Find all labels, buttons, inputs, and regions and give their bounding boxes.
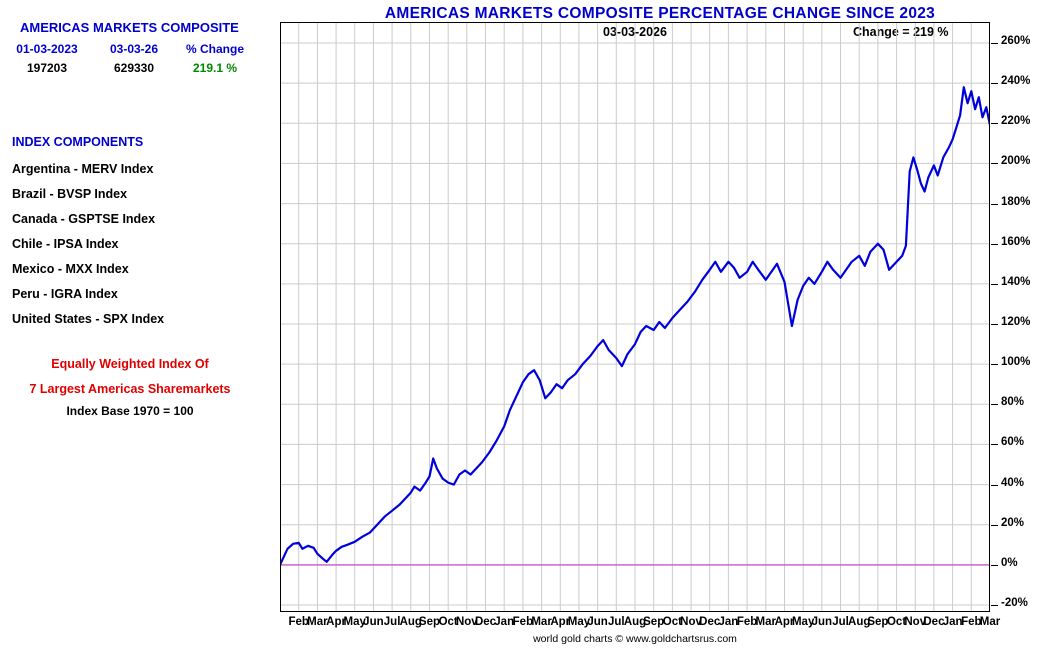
x-tick-label: Aug bbox=[399, 616, 422, 628]
summary-start-value: 197203 bbox=[26, 61, 68, 75]
x-tick-label: Jan bbox=[942, 616, 963, 628]
component-item: Chile - IPSA Index bbox=[12, 237, 119, 251]
y-tick-label: 220% bbox=[1001, 115, 1031, 128]
summary-values-row: 197203 629330 219.1 % bbox=[2, 59, 254, 78]
component-item: Brazil - BVSP Index bbox=[12, 187, 128, 201]
summary-end-date: 03-03-26 bbox=[109, 42, 159, 56]
x-tick-label: Nov bbox=[455, 616, 478, 628]
x-tick-label: Jun bbox=[811, 616, 833, 628]
y-tick-label: 40% bbox=[1001, 476, 1025, 489]
x-tick-label: Oct bbox=[662, 616, 682, 628]
weighting-note-line1: Equally Weighted Index Of bbox=[51, 357, 209, 371]
x-tick-label: Sep bbox=[418, 616, 441, 628]
plot-header-change: Change = 219 % bbox=[853, 25, 949, 39]
x-tick-label: Feb bbox=[736, 616, 758, 628]
x-tick-label: Jan bbox=[718, 616, 739, 628]
y-tick-label: 180% bbox=[1001, 195, 1031, 208]
y-tick-label: 60% bbox=[1001, 436, 1025, 449]
summary-change-label: % Change bbox=[185, 42, 244, 56]
component-item: Mexico - MXX Index bbox=[12, 262, 129, 276]
x-tick-label: Mar bbox=[755, 616, 776, 628]
x-tick-label: Oct bbox=[886, 616, 907, 628]
x-tick-label: Nov bbox=[904, 616, 927, 628]
x-tick-label: Sep bbox=[643, 616, 665, 628]
y-tick-label: 20% bbox=[1001, 516, 1025, 529]
component-item: United States - SPX Index bbox=[12, 312, 165, 326]
x-tick-label: Feb bbox=[512, 616, 534, 628]
y-tick-mark bbox=[991, 163, 998, 165]
x-tick-label: Jul bbox=[383, 616, 401, 628]
y-tick-mark bbox=[991, 444, 998, 446]
y-tick-mark bbox=[991, 564, 998, 566]
summary-header-row: 01-03-2023 03-03-26 % Change bbox=[2, 40, 254, 59]
y-tick-label: 80% bbox=[1001, 396, 1025, 409]
y-tick-mark bbox=[991, 83, 998, 85]
x-tick-label: Oct bbox=[438, 616, 458, 628]
index-components: INDEX COMPONENTS Argentina - MERV Index … bbox=[12, 135, 164, 332]
composite-line bbox=[278, 86, 992, 567]
x-tick-label: May bbox=[567, 616, 591, 628]
x-tick-label: Jan bbox=[494, 616, 515, 628]
x-tick-label: Mar bbox=[531, 616, 552, 628]
component-item: Peru - IGRA Index bbox=[12, 287, 118, 301]
weighting-note: Equally Weighted Index Of 7 Largest Amer… bbox=[0, 352, 260, 402]
y-tick-label: -20% bbox=[1001, 597, 1028, 609]
chart-canvas bbox=[278, 22, 992, 612]
x-tick-label: Mar bbox=[979, 616, 1001, 628]
x-tick-label: Nov bbox=[680, 616, 702, 628]
x-tick-label: Dec bbox=[474, 616, 497, 628]
x-tick-label: Jul bbox=[608, 616, 625, 628]
x-tick-label: Sep bbox=[867, 616, 889, 628]
x-tick-label: Mar bbox=[307, 616, 328, 628]
index-base-note: Index Base 1970 = 100 bbox=[66, 404, 194, 418]
sidebar-heading: AMERICAS MARKETS COMPOSITE bbox=[20, 20, 239, 35]
x-tick-label: Apr bbox=[774, 616, 795, 628]
y-tick-mark bbox=[991, 484, 998, 486]
x-tick-label: Jun bbox=[363, 616, 384, 628]
y-tick-label: 200% bbox=[1001, 155, 1031, 168]
components-heading: INDEX COMPONENTS bbox=[12, 135, 144, 149]
weighting-note-line2: 7 Largest Americas Sharemarkets bbox=[29, 382, 231, 396]
x-tick-label: Feb bbox=[288, 616, 309, 628]
x-tick-label: Dec bbox=[699, 616, 721, 628]
y-tick-mark bbox=[991, 283, 998, 285]
summary-change-value: 219.1 % bbox=[192, 61, 238, 75]
y-tick-mark bbox=[991, 43, 998, 44]
y-tick-mark bbox=[991, 123, 998, 125]
x-tick-label: Jul bbox=[832, 616, 849, 628]
x-tick-label: Dec bbox=[923, 616, 945, 628]
y-tick-label: 160% bbox=[1001, 235, 1031, 248]
y-tick-label: 140% bbox=[1001, 275, 1031, 288]
x-tick-label: Aug bbox=[623, 616, 647, 628]
y-tick-mark bbox=[991, 364, 998, 366]
summary-start-date: 01-03-2023 bbox=[16, 42, 78, 56]
plot-border bbox=[280, 22, 990, 612]
x-tick-label: Apr bbox=[550, 616, 571, 628]
y-tick-mark bbox=[991, 324, 998, 325]
y-tick-mark bbox=[991, 524, 998, 526]
summary-table: 01-03-2023 03-03-26 % Change 197203 6293… bbox=[2, 40, 254, 78]
y-tick-mark bbox=[991, 605, 998, 606]
y-tick-mark bbox=[991, 203, 998, 205]
page-title: AMERICAS MARKETS COMPOSITE PERCENTAGE CH… bbox=[384, 5, 936, 22]
x-tick-label: Aug bbox=[848, 616, 871, 628]
x-tick-label: May bbox=[343, 616, 366, 628]
price-chart bbox=[278, 22, 992, 612]
component-item: Canada - GSPTSE Index bbox=[12, 212, 156, 226]
y-tick-label: 100% bbox=[1001, 356, 1031, 369]
x-tick-label: Jun bbox=[587, 616, 608, 628]
component-item: Argentina - MERV Index bbox=[12, 162, 154, 176]
x-tick-label: May bbox=[791, 616, 815, 628]
x-tick-label: Feb bbox=[961, 616, 982, 628]
y-tick-label: 260% bbox=[1001, 35, 1031, 47]
y-tick-mark bbox=[991, 243, 998, 245]
footer-credit: world gold charts © www.goldchartsrus.co… bbox=[533, 633, 737, 645]
y-tick-label: 240% bbox=[1001, 75, 1031, 88]
y-tick-label: 0% bbox=[1001, 556, 1018, 569]
summary-end-value: 629330 bbox=[113, 61, 155, 75]
y-tick-mark bbox=[991, 404, 998, 406]
y-tick-label: 120% bbox=[1001, 316, 1031, 328]
x-tick-label: Apr bbox=[326, 616, 346, 628]
